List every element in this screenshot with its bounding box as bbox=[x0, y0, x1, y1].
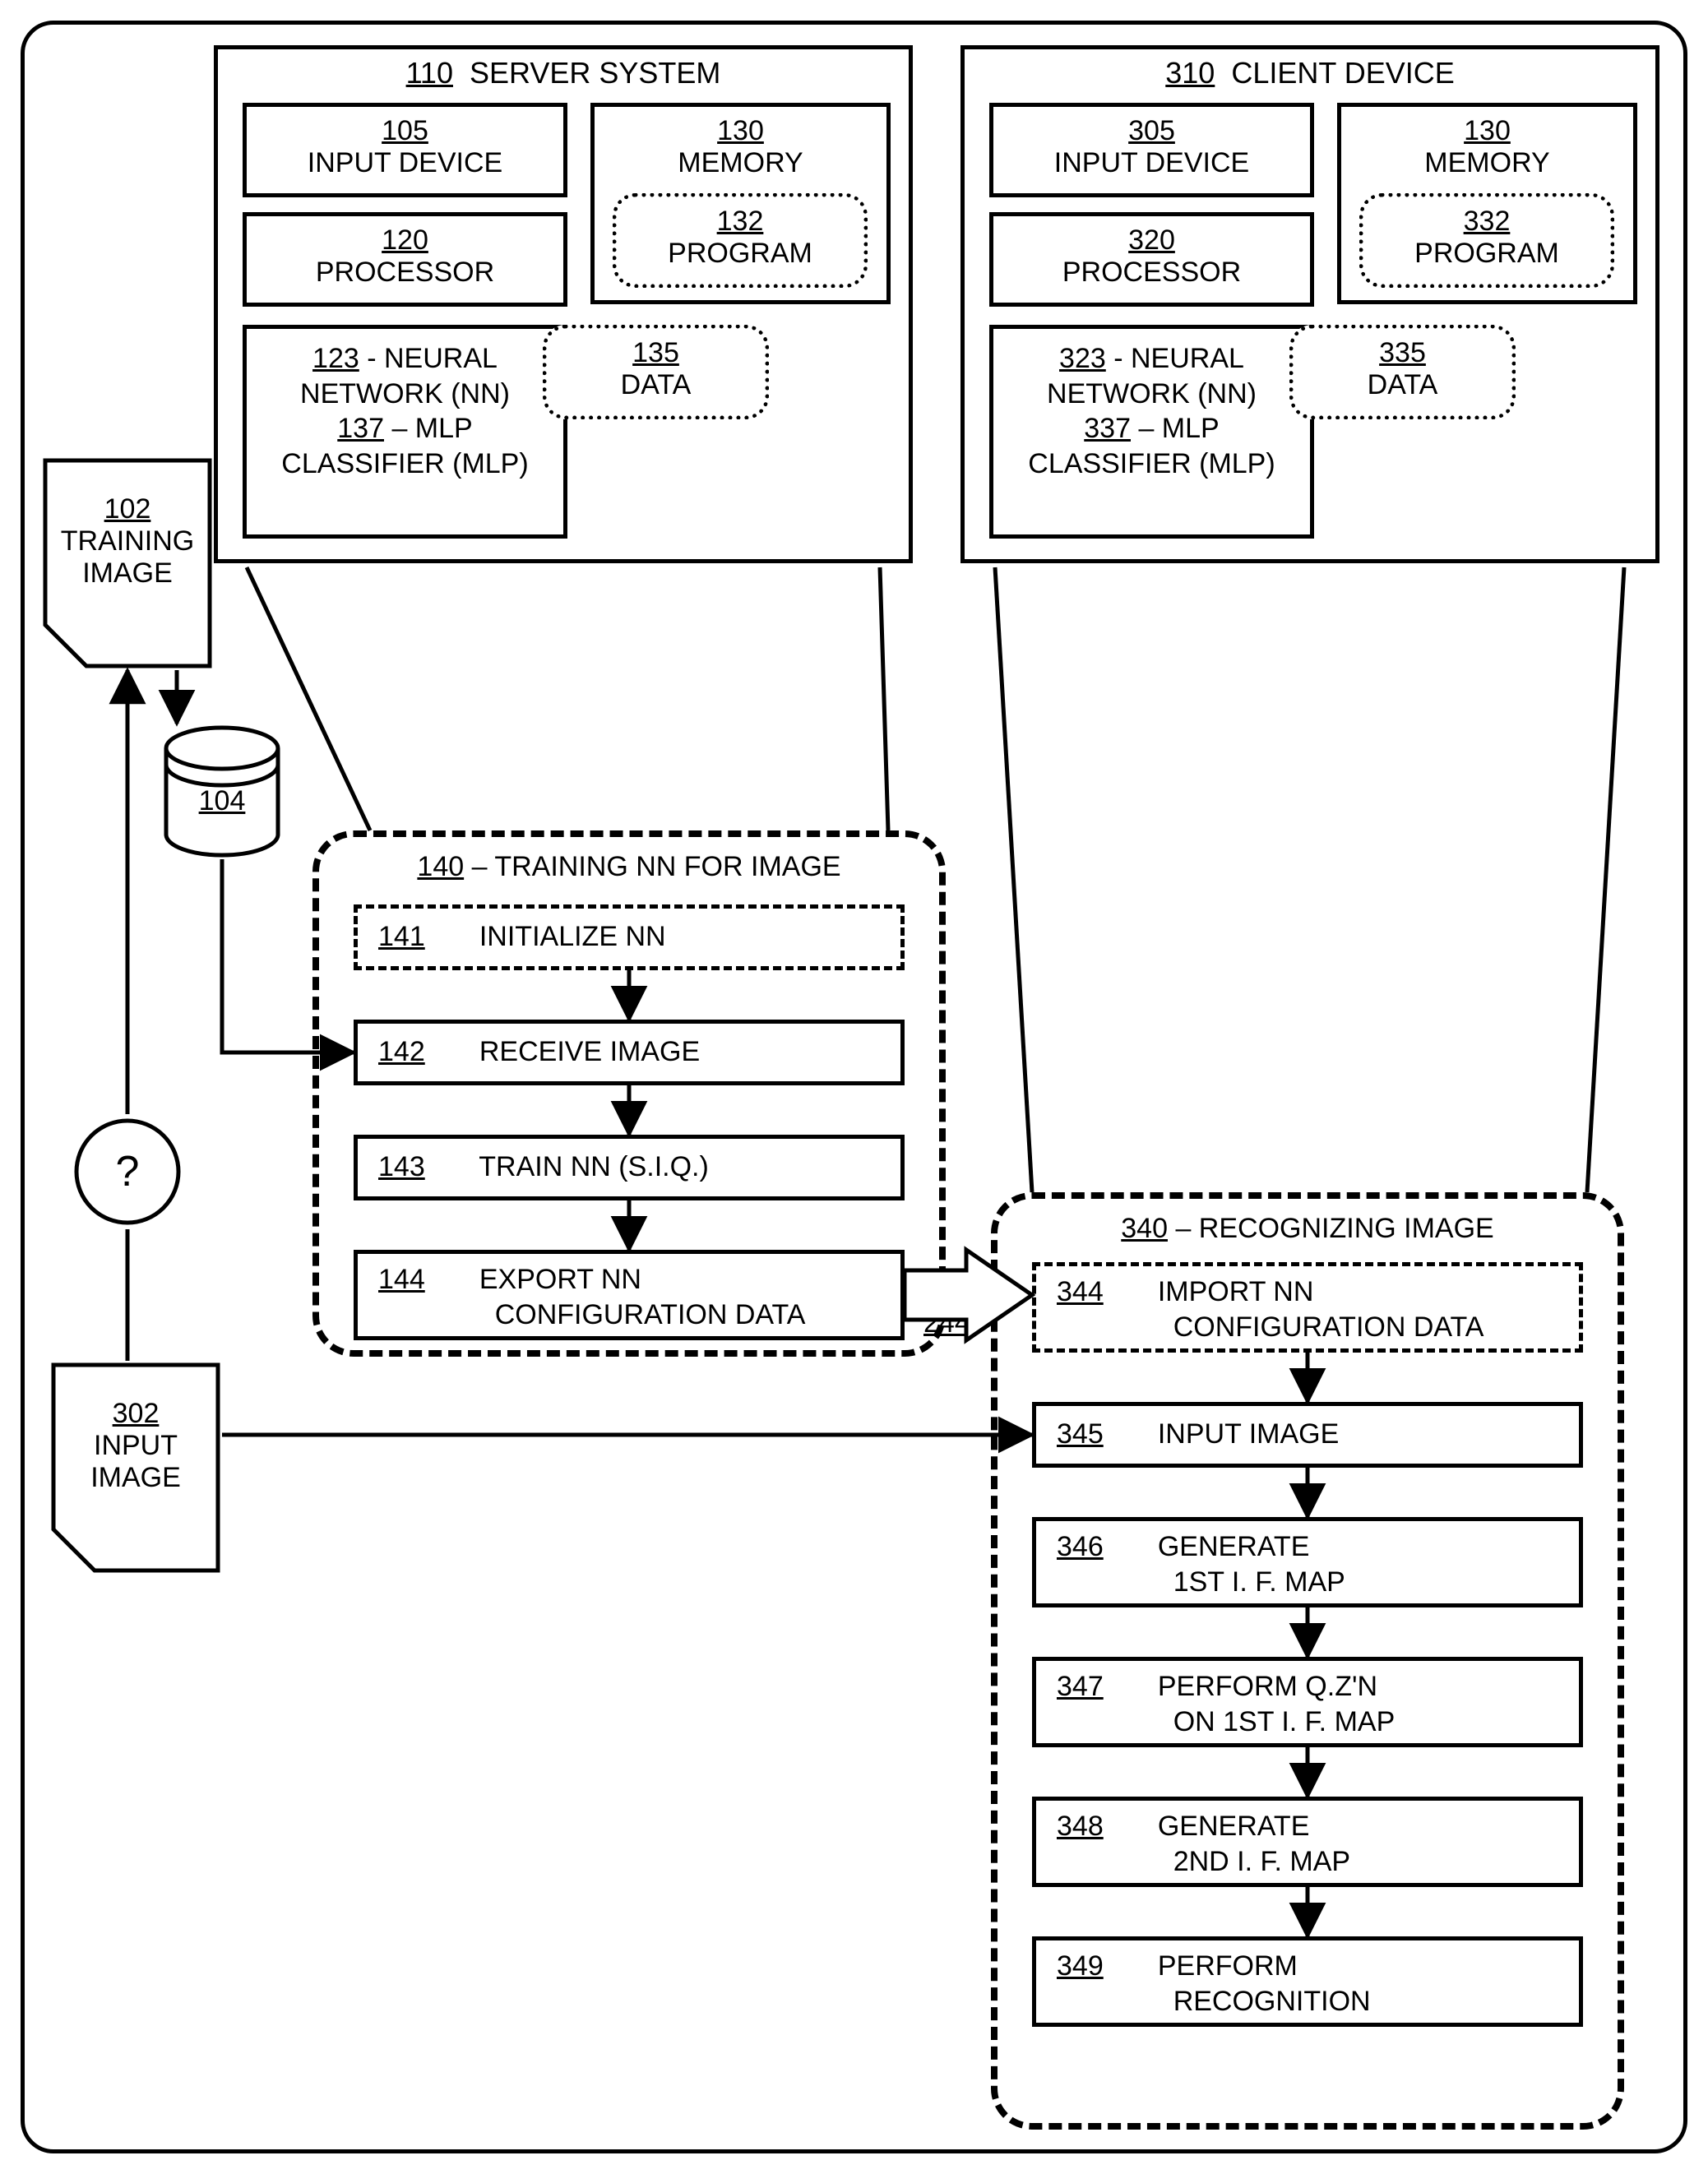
step-349-label: 349 PERFORM RECOGNITION bbox=[1057, 1949, 1371, 2019]
step-143-label: 143 TRAIN NN (S.I.Q.) bbox=[378, 1151, 709, 1183]
diagram-canvas: 110 SERVER SYSTEM 105 INPUT DEVICE 120 P… bbox=[0, 0, 1708, 2174]
server-memory-label: 130 MEMORY bbox=[590, 115, 891, 179]
client-processor-label: 320 PROCESSOR bbox=[989, 224, 1314, 289]
step-348-label: 348 GENERATE 2ND I. F. MAP bbox=[1057, 1809, 1350, 1879]
step-346-label: 346 GENERATE 1ST I. F. MAP bbox=[1057, 1529, 1345, 1599]
client-input-device-label: 305 INPUT DEVICE bbox=[989, 115, 1314, 179]
client-nn-label: 323 - NEURAL NETWORK (NN) 337 – MLP CLAS… bbox=[989, 341, 1314, 481]
client-title: 310 CLIENT DEVICE bbox=[960, 56, 1659, 90]
step-344-label: 344 IMPORT NN CONFIGURATION DATA bbox=[1057, 1274, 1484, 1344]
server-processor-label: 120 PROCESSOR bbox=[243, 224, 567, 289]
input-image-label: 302 INPUT IMAGE bbox=[49, 1398, 222, 1494]
step-345-label: 345 INPUT IMAGE bbox=[1057, 1418, 1339, 1450]
training-block-title: 140 – TRAINING NN FOR IMAGE bbox=[312, 851, 946, 883]
server-title: 110 SERVER SYSTEM bbox=[214, 56, 913, 90]
server-program-label: 132 PROGRAM bbox=[613, 206, 868, 270]
client-memory-label: 130 MEMORY bbox=[1337, 115, 1637, 179]
database-label: 104 bbox=[160, 785, 284, 817]
server-data-label: 135 DATA bbox=[543, 337, 769, 401]
step-142-label: 142 RECEIVE IMAGE bbox=[378, 1036, 700, 1068]
training-image-label: 102 TRAINING IMAGE bbox=[41, 493, 214, 590]
transfer-ref: 244 bbox=[923, 1307, 970, 1339]
step-144-label: 144 EXPORT NN CONFIGURATION DATA bbox=[378, 1262, 805, 1332]
recognizing-block-title: 340 – RECOGNIZING IMAGE bbox=[991, 1213, 1624, 1245]
server-nn-label: 123 - NEURAL NETWORK (NN) 137 – MLP CLAS… bbox=[243, 341, 567, 481]
client-program-label: 332 PROGRAM bbox=[1359, 206, 1614, 270]
decision-label: ? bbox=[70, 1147, 185, 1196]
step-347-label: 347 PERFORM Q.Z'N ON 1ST I. F. MAP bbox=[1057, 1669, 1395, 1739]
client-data-label: 335 DATA bbox=[1289, 337, 1516, 401]
server-input-device-label: 105 INPUT DEVICE bbox=[243, 115, 567, 179]
step-141-label: 141 INITIALIZE NN bbox=[378, 921, 666, 953]
